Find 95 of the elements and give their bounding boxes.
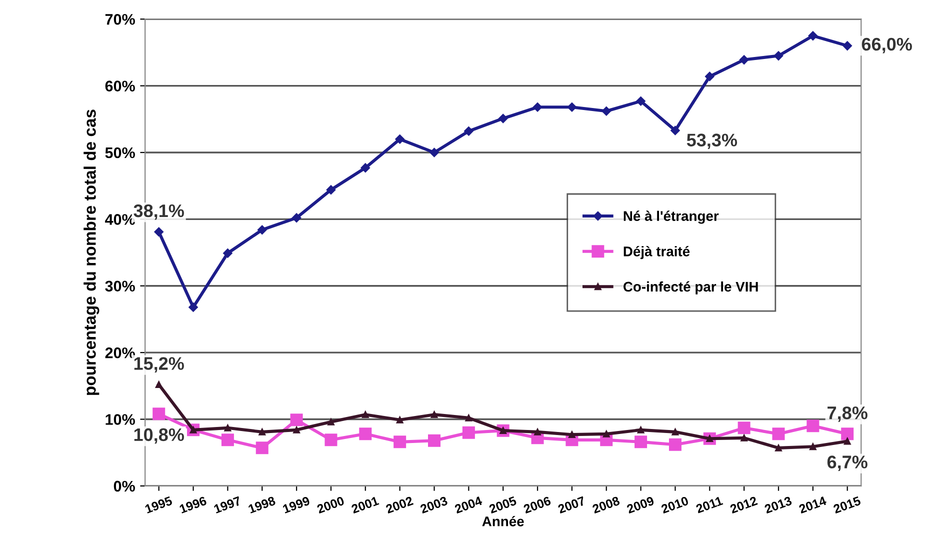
x-tick-label: 2015	[832, 496, 862, 514]
point	[668, 438, 682, 451]
y-tick-label: 70%	[105, 14, 135, 25]
x-tick-label: 2002	[385, 496, 414, 514]
point	[672, 428, 679, 436]
point	[772, 428, 785, 440]
x-tick-label: 2012	[730, 496, 758, 514]
point	[498, 114, 508, 124]
point	[292, 213, 302, 222]
x-tick-label: 2007	[557, 496, 586, 514]
point	[328, 418, 334, 426]
y-axis-title: pourcentage du nombre total de cas	[84, 110, 100, 395]
x-tick-label: 1997	[213, 496, 242, 514]
point	[362, 411, 369, 418]
point	[705, 72, 714, 82]
point	[739, 55, 749, 64]
annotation: 38,1%	[134, 204, 184, 220]
point	[808, 31, 818, 40]
x-tick-label: 1999	[282, 496, 310, 514]
point	[152, 408, 166, 420]
annotation: 66,0%	[862, 38, 912, 54]
x-axis-title: Année	[482, 516, 524, 526]
point	[775, 444, 782, 452]
point	[359, 428, 372, 440]
x-tick-label: 2004	[454, 496, 483, 514]
point	[809, 443, 816, 450]
x-tick-label: 2011	[695, 496, 724, 514]
point	[258, 225, 267, 234]
point	[326, 185, 336, 194]
point	[395, 134, 404, 144]
y-tick-label: 20%	[105, 347, 135, 358]
x-tick-label: 2014	[798, 496, 828, 514]
point	[602, 430, 610, 438]
point	[464, 126, 474, 136]
y-tick-label: 50%	[105, 147, 135, 158]
x-tick-label: 2005	[488, 496, 517, 514]
y-tick-label: 60%	[105, 80, 135, 92]
point	[430, 148, 439, 158]
point	[806, 420, 820, 432]
point	[568, 431, 576, 438]
annotation: 10,8%	[134, 428, 184, 444]
x-tick-label: 2008	[592, 496, 620, 514]
point	[258, 428, 266, 436]
point	[293, 426, 300, 434]
y-tick-label: 30%	[105, 280, 135, 292]
point	[636, 96, 646, 106]
y-tick-label: 40%	[105, 214, 135, 225]
point	[324, 434, 338, 446]
point	[428, 434, 440, 447]
point	[465, 414, 472, 422]
annotation: 15,2%	[134, 357, 184, 373]
x-tick-label: 2000	[316, 496, 345, 514]
point	[842, 41, 852, 50]
point	[634, 436, 648, 448]
point	[534, 428, 541, 436]
annotation: 6,7%	[827, 456, 868, 472]
point	[567, 102, 577, 112]
legend-label: Co-infecté par le VIH	[623, 281, 758, 294]
point	[532, 102, 542, 112]
point	[290, 414, 303, 426]
x-tick-label: 2001	[350, 496, 380, 514]
x-tick-label: 2009	[626, 496, 655, 514]
annotation: 7,8%	[828, 406, 868, 422]
point	[256, 442, 268, 454]
point	[430, 411, 438, 418]
x-tick-label: 2013	[764, 496, 792, 514]
point	[224, 424, 232, 432]
legend-label: Né à l'étranger	[624, 210, 719, 224]
point	[396, 416, 404, 424]
point	[462, 426, 475, 439]
point	[740, 434, 748, 442]
annotation: 53,3%	[686, 134, 738, 150]
point	[670, 126, 680, 136]
y-tick-label: 0%	[114, 480, 135, 492]
point	[394, 436, 406, 448]
point	[360, 163, 370, 172]
point	[155, 381, 162, 388]
x-tick-label: 2006	[522, 496, 552, 514]
point	[602, 106, 611, 116]
point	[844, 438, 851, 445]
point	[154, 227, 164, 236]
legend-label: Déjà traité	[624, 246, 690, 260]
point	[774, 51, 784, 60]
x-tick-label: 2010	[660, 496, 689, 514]
x-tick-label: 1996	[179, 496, 208, 514]
x-tick-label: 1995	[144, 496, 173, 514]
point	[223, 248, 232, 258]
x-tick-label: 2003	[420, 496, 448, 514]
x-tick-label: 1998	[248, 496, 276, 514]
point	[841, 428, 854, 440]
point	[188, 302, 198, 312]
y-tick-label: 10%	[106, 414, 135, 425]
point	[221, 434, 234, 446]
point	[637, 426, 644, 434]
point	[738, 422, 750, 434]
